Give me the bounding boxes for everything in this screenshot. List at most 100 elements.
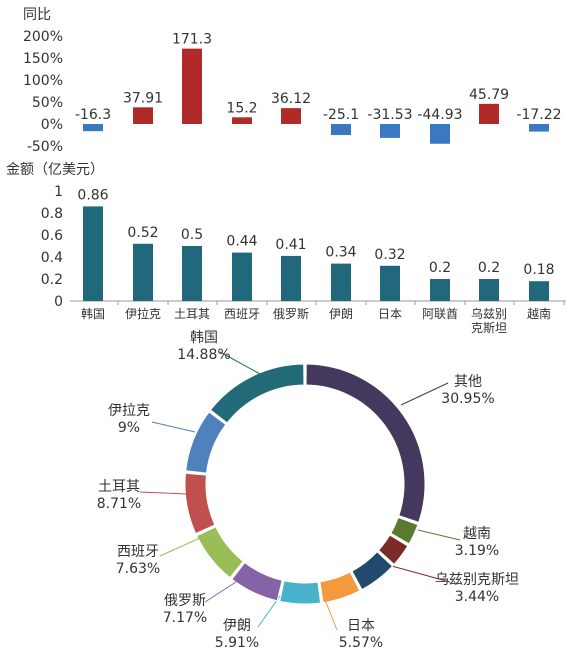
amount-ytick-label: 0.8 (41, 206, 63, 222)
amount-value-label: 0.2 (429, 260, 451, 276)
donut-leader-line (219, 351, 263, 376)
yoy-bar (182, 48, 202, 124)
amount-ytick-label: 0 (54, 294, 63, 310)
yoy-value-label: -31.53 (367, 107, 412, 123)
donut-slice (279, 580, 322, 605)
donut-slice-percent: 3.44% (455, 589, 499, 605)
donut-slice-percent: 8.71% (97, 496, 141, 512)
amount-category-label: 克斯坦 (471, 321, 507, 335)
amount-category-label: 土耳其 (174, 307, 210, 321)
donut-slice (231, 561, 283, 602)
yoy-ytick-label: 0% (41, 117, 63, 133)
amount-ytick-label: 0.4 (41, 250, 63, 266)
donut-leader-line (400, 382, 449, 406)
yoy-ytick-label: 150% (23, 51, 63, 67)
donut-leader-line (321, 591, 338, 631)
amount-value-label: 0.32 (374, 247, 405, 263)
yoy-value-label: -16.3 (75, 107, 111, 123)
yoy-bar (479, 103, 499, 124)
amount-category-label: 韩国 (81, 306, 105, 321)
donut-slice (351, 551, 394, 591)
donut-slice-name: 西班牙 (117, 544, 159, 560)
amount-category-label: 俄罗斯 (273, 307, 309, 321)
amount-value-label: 0.86 (77, 187, 108, 203)
yoy-ytick-label: 50% (32, 95, 63, 111)
donut-slice-percent: 7.63% (116, 561, 160, 577)
amount-value-label: 0.44 (226, 234, 257, 250)
donut-slice (209, 363, 305, 424)
amount-chart: 金额（亿美元） 1 0.8 0.6 0.4 0.2 0 0.86 韩国 0.52 伊拉克 0.5 土耳其… (6, 162, 566, 335)
amount-ytick-label: 0.2 (41, 272, 63, 288)
amount-value-label: 0.5 (181, 227, 203, 243)
amount-category-label: 日本 (378, 307, 402, 321)
donut-slice-name: 日本 (347, 618, 375, 634)
donut-leader-line (257, 595, 281, 628)
yoy-value-label: -17.22 (516, 107, 561, 123)
amount-value-label: 0.52 (127, 225, 158, 241)
donut-slice (390, 516, 419, 545)
yoy-value-label: 15.2 (226, 100, 257, 116)
donut-slice-name: 伊拉克 (108, 403, 150, 419)
yoy-ytick-label: 100% (23, 73, 63, 89)
amount-bar (479, 279, 499, 301)
yoy-value-label: 36.12 (271, 91, 311, 107)
donut-leader-line (151, 421, 196, 433)
amount-value-label: 0.2 (478, 260, 500, 276)
yoy-bar (529, 124, 549, 132)
amount-bar (529, 281, 549, 301)
donut-slice-percent: 3.19% (455, 543, 499, 559)
amount-value-label: 0.34 (325, 245, 356, 261)
donut-slice (196, 526, 244, 579)
amount-ytick-label: 1 (54, 184, 63, 200)
donut-slice (319, 571, 361, 604)
donut-slice (305, 363, 426, 523)
amount-value-label: 0.41 (275, 237, 306, 253)
amount-bar (380, 265, 400, 301)
yoy-bar (83, 124, 103, 132)
yoy-bar (430, 124, 450, 144)
yoy-ytick-label: -50% (27, 139, 63, 155)
donut-leader-line (417, 529, 461, 541)
donut-slice-name: 俄罗斯 (164, 593, 206, 609)
amount-bar (133, 243, 153, 301)
amount-category-label: 伊拉克 (125, 306, 161, 321)
yoy-value-label: -44.93 (417, 107, 462, 123)
donut-slice-percent: 30.95% (441, 391, 494, 407)
yoy-value-label: -25.1 (323, 107, 359, 123)
yoy-bar (380, 124, 400, 138)
yoy-bar (232, 117, 252, 124)
donut-slice-percent: 14.88% (177, 347, 230, 363)
amount-ytick-label: 0.6 (41, 228, 63, 244)
amount-bar (83, 206, 103, 301)
donut-leader-line (139, 491, 188, 495)
amount-category-label: 伊朗 (329, 307, 353, 321)
yoy-chart: 同比 200% 150% 100% 50% 0% -50% -16.3 37.91 171.3 15… (23, 7, 562, 155)
amount-bar (281, 255, 301, 301)
donut-slice-name: 韩国 (190, 330, 218, 346)
yoy-bar (331, 124, 351, 136)
yoy-value-label: 45.79 (469, 87, 509, 103)
yoy-bar (133, 107, 153, 124)
donut-slice (185, 411, 227, 474)
yoy-ytick-label: 200% (23, 29, 63, 45)
donut-slice-percent: 5.91% (215, 635, 259, 651)
yoy-value-label: 37.91 (123, 90, 163, 106)
amount-bar (331, 263, 351, 301)
yoy-value-label: 171.3 (172, 32, 212, 48)
donut-slice-name: 其他 (454, 374, 482, 390)
donut-leader-line (204, 581, 237, 603)
yoy-bar (281, 108, 301, 124)
amount-bar (182, 246, 202, 301)
amount-axis-title: 金额（亿美元） (6, 162, 104, 178)
donut-slice-name: 越南 (463, 526, 491, 542)
donut-slice-percent: 9% (118, 420, 140, 436)
donut-slice-percent: 7.17% (163, 610, 207, 626)
amount-category-label: 西班牙 (224, 307, 260, 321)
amount-category-label: 乌兹别 (471, 306, 507, 321)
donut-slice-name: 乌兹别克斯坦 (435, 572, 519, 588)
amount-category-label: 越南 (527, 306, 551, 321)
amount-bar (430, 279, 450, 301)
